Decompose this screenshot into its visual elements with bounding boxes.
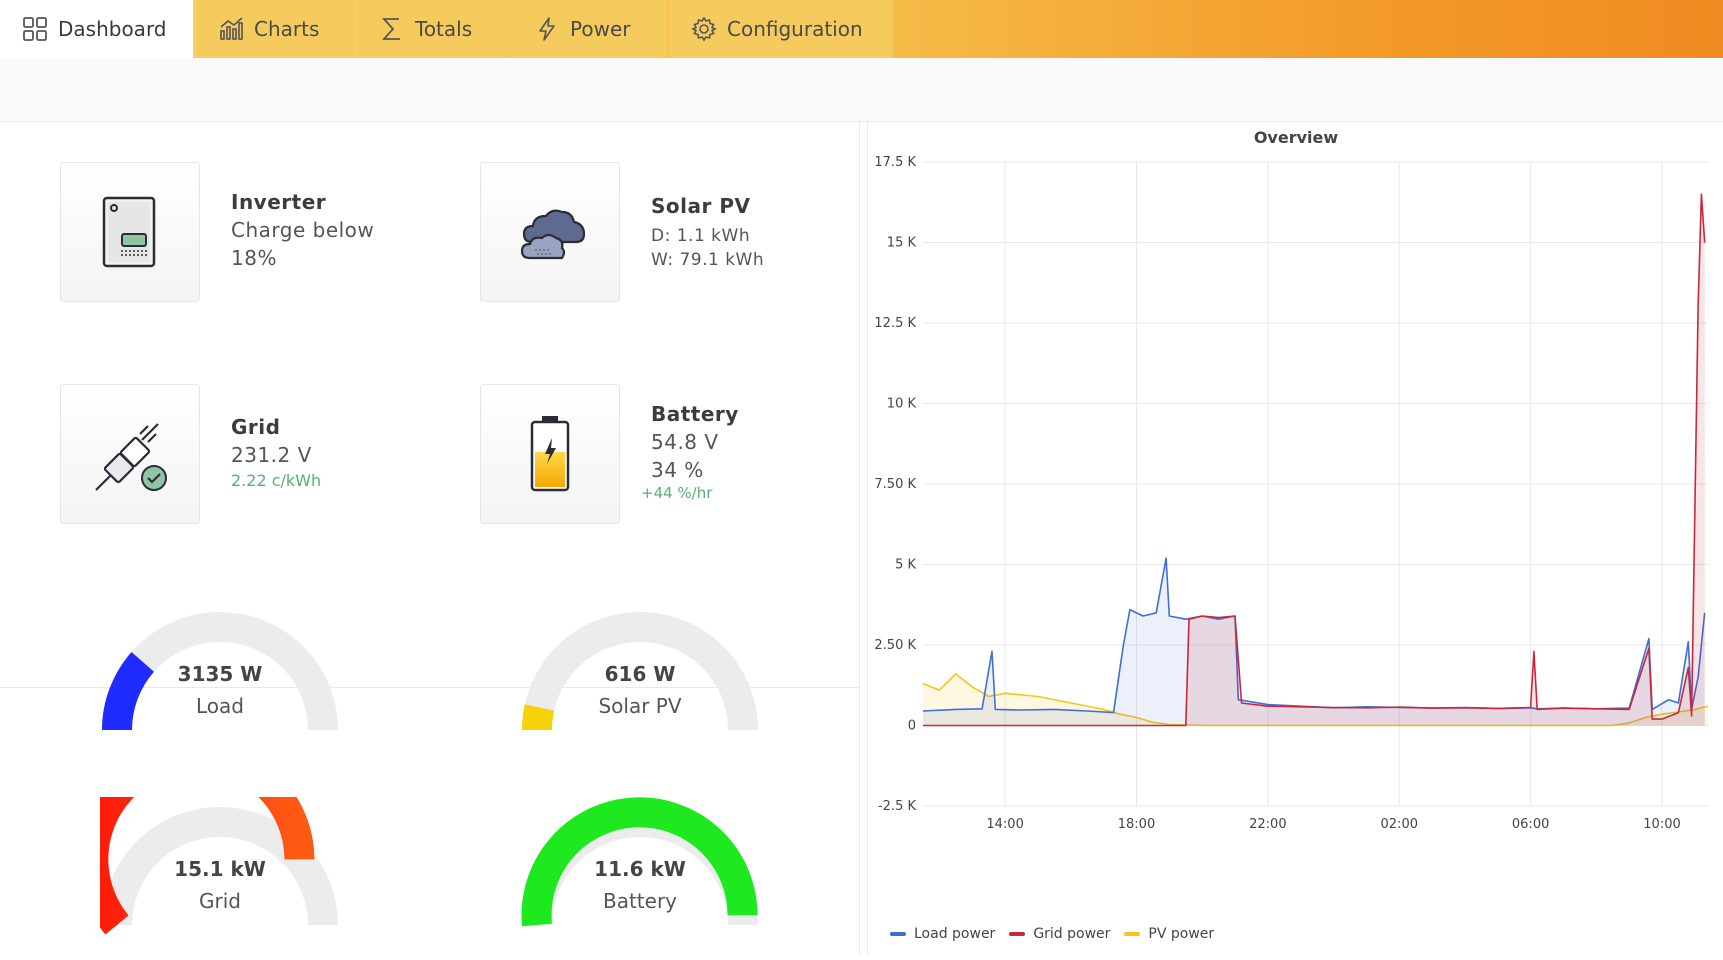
tab-charts[interactable]: Charts: [196, 0, 354, 58]
y-tick-label: 5 K: [895, 558, 916, 573]
overview-chart-panel: Overview -2.5 K 0 2.50 K 5 K 7.50 K 10 K 12.5 …: [867, 122, 1723, 956]
plug-connected-icon: [95, 423, 167, 491]
y-tick-label: 7.50 K: [874, 477, 916, 492]
bar-chart-icon: [218, 16, 244, 42]
legend-swatch-load: [890, 932, 906, 936]
gauge-solar-arc: [522, 612, 758, 731]
inverter-icon: [102, 196, 156, 268]
gauge-solar-value: 616 W: [604, 662, 676, 686]
legend-item-load[interactable]: Load power: [890, 926, 995, 942]
battery-info: Battery 54.8 V 34 % +44 %/hr: [641, 402, 739, 502]
battery-soc: 34 %: [651, 458, 704, 482]
tab-configuration[interactable]: Configuration: [669, 0, 893, 58]
solar-info: Solar PV D: 1.1 kWh W: 79.1 kWh: [651, 194, 764, 270]
series-area: [923, 194, 1705, 726]
gauge-grid: 15.1 kW Grid: [100, 797, 340, 937]
x-tick-label: 10:00: [1643, 817, 1680, 832]
x-tick-label: 14:00: [986, 817, 1023, 832]
series-line: [922, 557, 1706, 714]
gauge-battery: 11.6 kW Battery: [520, 797, 760, 937]
tab-power-label: Power: [570, 17, 631, 41]
legend-label-load: Load power: [914, 926, 996, 942]
inverter-info: Inverter Charge below 18%: [231, 190, 374, 270]
gauge-load-arc: [102, 612, 338, 731]
gauge-fill: [102, 651, 155, 731]
gauge-fill: [522, 704, 555, 731]
solar-daily: D: 1.1 kWh: [651, 226, 751, 246]
gauge-load: 3135 W Load: [100, 602, 340, 742]
tab-charts-label: Charts: [254, 17, 320, 41]
battery-tile[interactable]: [480, 384, 620, 524]
x-tick-label: 02:00: [1381, 817, 1418, 832]
gauge-solar: 616 W Solar PV: [520, 602, 760, 742]
legend-swatch-pv: [1124, 932, 1141, 936]
series-area: [923, 674, 1708, 726]
status-panel: Inverter Charge below 18% Solar PV D: 1.…: [0, 122, 860, 956]
x-tick-label: 18:00: [1118, 817, 1155, 832]
tab-totals[interactable]: Totals: [357, 0, 509, 58]
solar-tile[interactable]: [480, 162, 620, 302]
lightning-icon: [534, 16, 560, 42]
gauge-track: [522, 612, 758, 731]
dashboard-grid-icon: [22, 16, 48, 42]
grid-tile[interactable]: [60, 384, 200, 524]
solar-title: Solar PV: [651, 194, 751, 218]
gear-icon: [691, 16, 717, 42]
legend-item-grid[interactable]: Grid power: [1009, 926, 1110, 942]
sigma-icon: [379, 16, 405, 42]
tab-totals-label: Totals: [415, 17, 473, 41]
gauge-load-label: Load: [196, 694, 244, 718]
y-tick-label: 15 K: [887, 236, 917, 251]
x-tick-label: 06:00: [1512, 817, 1549, 832]
gauge-battery-value: 11.6 kW: [594, 857, 686, 881]
chart-title: Overview: [1253, 128, 1339, 147]
legend-item-pv[interactable]: PV power: [1124, 926, 1214, 942]
y-tick-label: -2.5 K: [878, 799, 916, 814]
gauge-fill: [521, 797, 758, 927]
grid-info: Grid 231.2 V 2.22 c/kWh: [231, 415, 321, 490]
chart-legend: Load power Grid power PV power: [890, 926, 1214, 942]
clouds-icon: [520, 209, 586, 260]
inverter-tile[interactable]: [60, 162, 200, 302]
tab-dashboard[interactable]: Dashboard: [0, 0, 193, 58]
y-tick-label: 10 K: [887, 397, 917, 412]
y-tick-label: 17.5 K: [874, 155, 916, 170]
grid-voltage: 231.2 V: [231, 443, 312, 467]
y-tick-label: 2.50 K: [874, 638, 916, 653]
tab-dashboard-label: Dashboard: [58, 17, 167, 41]
panel-divider: [0, 687, 860, 688]
gauge-fill: [100, 797, 315, 935]
overview-chart[interactable]: -2.5 K 0 2.50 K 5 K 7.50 K 10 K 12.5 K 15 K 17.5…: [868, 122, 1723, 922]
toolbar-strip: [0, 58, 1723, 122]
grid-price: 2.22 c/kWh: [231, 471, 322, 490]
gauge-grid-label: Grid: [199, 889, 241, 913]
series-line: [922, 673, 1709, 727]
legend-swatch-grid: [1009, 932, 1026, 936]
battery-voltage: 54.8 V: [651, 430, 719, 454]
tab-power[interactable]: Power: [512, 0, 666, 58]
inverter-threshold: 18%: [231, 246, 277, 270]
gauge-grid-value: 15.1 kW: [174, 857, 266, 881]
series-line: [923, 193, 1706, 727]
legend-label-pv: PV power: [1148, 926, 1215, 942]
gauge-grid-arc: [100, 797, 338, 935]
inverter-mode: Charge below: [231, 218, 375, 242]
x-tick-label: 22:00: [1249, 817, 1286, 832]
battery-charging-icon: [530, 416, 570, 492]
y-tick-label: 0: [908, 719, 916, 734]
tab-configuration-label: Configuration: [727, 17, 863, 41]
top-nav-bar: Dashboard Charts Totals Power Configurat…: [0, 0, 1723, 58]
battery-title: Battery: [651, 402, 739, 426]
grid-title: Grid: [231, 415, 281, 439]
gauge-battery-label: Battery: [602, 889, 678, 913]
inverter-title: Inverter: [231, 190, 327, 214]
gauge-track: [102, 807, 338, 926]
battery-rate: +44 %/hr: [641, 484, 713, 502]
gauge-load-value: 3135 W: [177, 662, 263, 686]
solar-weekly: W: 79.1 kWh: [651, 250, 765, 270]
gauge-battery-arc: [521, 797, 758, 927]
legend-label-grid: Grid power: [1033, 926, 1111, 942]
gauge-solar-label: Solar PV: [598, 694, 682, 718]
y-tick-label: 12.5 K: [874, 316, 916, 331]
